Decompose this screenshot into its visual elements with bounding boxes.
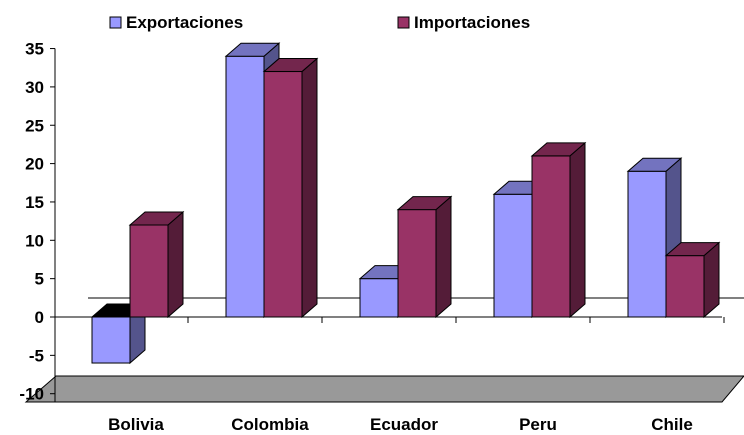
bar-chile-exportaciones <box>626 157 683 319</box>
bar-bolivia-importaciones <box>128 210 185 319</box>
bar-ecuador-importaciones <box>396 195 453 319</box>
x-label-chile: Chile <box>651 415 693 434</box>
floor-plane <box>24 375 744 403</box>
legend-swatch-exportaciones <box>109 16 122 29</box>
y-tick-label: 35 <box>25 40 44 59</box>
bars <box>90 42 721 365</box>
x-label-colombia: Colombia <box>231 415 309 434</box>
legend-swatch-importaciones <box>397 16 410 29</box>
y-tick-label: 30 <box>25 78 44 97</box>
y-tick-label: 10 <box>25 231 44 250</box>
legend-label-exportaciones: Exportaciones <box>126 13 243 32</box>
y-tick-label: 20 <box>25 155 44 174</box>
bar-bolivia-exportaciones <box>90 302 147 365</box>
legend: Exportaciones Importaciones <box>109 13 530 32</box>
bar-peru-importaciones <box>530 141 587 319</box>
legend-label-importaciones: Importaciones <box>414 13 530 32</box>
bar-colombia-importaciones <box>262 57 319 319</box>
y-tick-label: 15 <box>25 193 44 212</box>
y-tick-label: 0 <box>35 308 44 327</box>
y-tick-label: 5 <box>35 270 44 289</box>
y-tick-label: 25 <box>25 116 44 135</box>
y-tick-label: -10 <box>19 385 44 404</box>
y-tick-label: -5 <box>29 346 44 365</box>
x-label-peru: Peru <box>519 415 557 434</box>
x-label-ecuador: Ecuador <box>370 415 438 434</box>
x-label-bolivia: Bolivia <box>108 415 164 434</box>
x-axis-labels: Bolivia Colombia Ecuador Peru Chile <box>108 415 693 434</box>
bar-chile-importaciones <box>664 241 721 319</box>
